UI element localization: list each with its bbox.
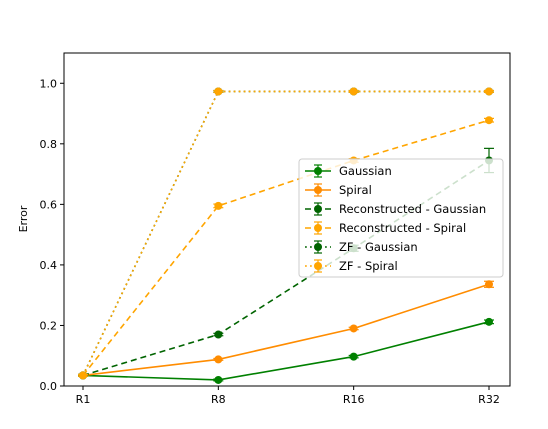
- series-line: [82, 321, 490, 381]
- data-point: [485, 116, 493, 125]
- series-line: [82, 119, 490, 376]
- y-tick-label: 0.2: [40, 319, 58, 332]
- data-point: [214, 330, 223, 339]
- y-tick-label: 0.8: [40, 138, 58, 151]
- series-0: [78, 317, 494, 384]
- data-point: [349, 324, 358, 333]
- plot-frame: [63, 52, 511, 387]
- legend: Gaussian Spiral Reconstructed - Gaussian Re…: [298, 158, 504, 278]
- legend-label: ZF - Spiral: [339, 259, 398, 273]
- legend-label: ZF - Gaussian: [339, 240, 418, 254]
- legend-label: Spiral: [339, 183, 372, 197]
- y-tick-label: 1.0: [40, 77, 58, 90]
- legend-marker: [314, 167, 322, 175]
- x-tick-label: R8: [211, 393, 226, 406]
- data-point: [485, 87, 493, 96]
- y-tick-label: 0.4: [40, 259, 58, 272]
- data-point: [214, 355, 223, 364]
- legend-item: Reconstructed - Spiral: [305, 221, 466, 235]
- legend-marker: [314, 205, 322, 213]
- series-5: [78, 87, 494, 380]
- legend-item: Spiral: [305, 183, 372, 197]
- legend-item: ZF - Spiral: [305, 259, 398, 273]
- data-point: [214, 201, 223, 210]
- x-tick-label: R32: [478, 393, 500, 406]
- legend-item: Reconstructed - Gaussian: [305, 202, 486, 216]
- data-point: [214, 87, 223, 96]
- y-axis-label: Error: [17, 205, 30, 232]
- data-point: [79, 371, 87, 380]
- legend-label: Reconstructed - Gaussian: [339, 202, 486, 216]
- x-tick-label: R16: [343, 393, 365, 406]
- legend-frame: [298, 158, 504, 278]
- series-1: [78, 280, 494, 380]
- data-point: [485, 280, 493, 289]
- data-point: [485, 317, 493, 326]
- y-tick-label: 0.0: [40, 380, 58, 393]
- x-tick-label: R1: [76, 393, 91, 406]
- legend-marker: [314, 186, 322, 194]
- y-tick-label: 0.6: [40, 198, 58, 211]
- data-point: [349, 87, 358, 96]
- legend-marker: [314, 243, 322, 251]
- legend-label: Gaussian: [339, 164, 392, 178]
- legend-item: Gaussian: [305, 164, 392, 178]
- legend-marker: [314, 224, 322, 232]
- data-point: [349, 352, 358, 361]
- legend-label: Reconstructed - Spiral: [339, 221, 466, 235]
- legend-marker: [314, 262, 322, 270]
- series-line: [82, 283, 490, 377]
- legend-item: ZF - Gaussian: [305, 240, 418, 254]
- data-point: [214, 375, 223, 384]
